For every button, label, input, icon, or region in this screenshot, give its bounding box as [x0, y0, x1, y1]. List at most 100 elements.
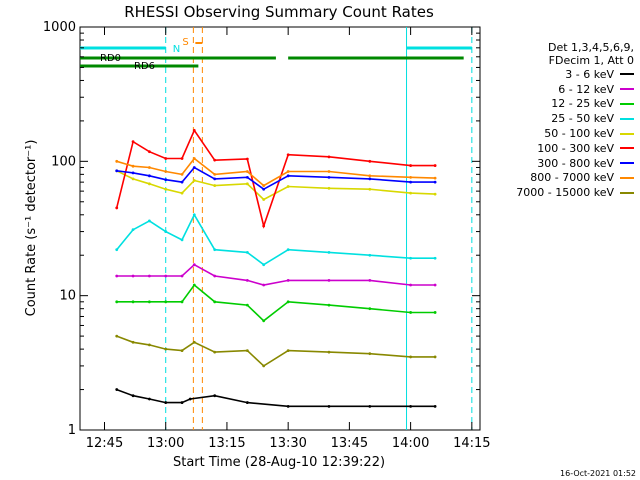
series-layer — [115, 128, 437, 408]
series-2-point — [147, 300, 151, 304]
series-0-point — [433, 404, 437, 408]
series-0-point — [245, 401, 249, 404]
series-0-point — [147, 397, 151, 401]
y-tick-label-2: 100 — [51, 154, 76, 169]
series-7-point — [192, 157, 196, 160]
series-6-point — [115, 169, 119, 173]
legend-label: 7000 - 15000 keV — [516, 186, 614, 200]
series-6-point — [180, 180, 184, 184]
legend-item: 300 - 800 keV — [478, 156, 634, 171]
x-tick-label-5: 14:00 — [392, 436, 429, 451]
legend-label: 25 - 50 keV — [551, 112, 614, 126]
series-2-point — [245, 303, 249, 307]
series-2-point — [192, 283, 196, 287]
series-4-point — [131, 177, 135, 181]
series-7-point — [245, 170, 249, 173]
legend-swatch — [620, 176, 634, 179]
series-6-point — [368, 177, 372, 181]
timestamp: 16-Oct-2021 01:52 — [560, 469, 636, 478]
series-6-line — [116, 166, 436, 191]
series-8-point — [115, 334, 119, 338]
series-7-point — [164, 170, 168, 173]
series-1-point — [164, 274, 168, 278]
series-8-point — [164, 347, 168, 351]
annotation-n-label: N — [173, 44, 180, 55]
series-3-point — [164, 230, 168, 233]
series-3-point — [192, 213, 196, 217]
series-7-point — [180, 172, 184, 176]
series-8-point — [213, 350, 217, 354]
series-2-point — [180, 300, 184, 304]
series-6-point — [327, 175, 331, 179]
series-0-point — [286, 404, 290, 408]
y-axis-label: Count Rate (s⁻¹ detector⁻¹) — [24, 140, 39, 317]
series-5-point — [433, 164, 437, 167]
series-7-point — [327, 170, 331, 173]
series-8-point — [147, 343, 151, 347]
series-8-point — [433, 355, 437, 359]
legend-label: 6 - 12 keV — [558, 82, 614, 96]
series-4-point — [368, 187, 372, 191]
series-1-point — [327, 278, 331, 282]
annotation-rd6-label: RD6 — [134, 61, 155, 72]
series-8-line — [116, 335, 436, 367]
series-0-line — [116, 388, 436, 408]
series-4-point — [433, 192, 437, 196]
series-2-point — [164, 300, 168, 304]
legend-label: 300 - 800 keV — [537, 156, 614, 170]
series-4-point — [286, 185, 290, 188]
series-2-point — [409, 311, 413, 314]
series-2-point — [327, 303, 331, 307]
series-5-point — [409, 164, 413, 167]
series-6-point — [245, 175, 249, 179]
series-2-line — [116, 283, 436, 322]
y-tick-label-0: 1 — [68, 423, 76, 438]
series-7-point — [409, 175, 413, 179]
legend-label: 100 - 300 keV — [537, 141, 614, 155]
series-7-point — [262, 184, 266, 187]
series-0-point — [368, 404, 372, 408]
series-6-point — [164, 178, 168, 182]
series-0-point — [180, 401, 184, 404]
chart-title: RHESSI Observing Summary Count Rates — [124, 3, 434, 21]
series-3-point — [327, 250, 331, 254]
series-2-point — [286, 300, 290, 304]
series-7-point — [213, 172, 217, 176]
series-5-point — [213, 158, 217, 162]
series-4-point — [147, 182, 151, 186]
series-5-point — [286, 153, 290, 157]
series-4-point — [245, 182, 249, 186]
legend: Det 1,3,4,5,6,9, FDecim 1, Att 0 3 - 6 k… — [478, 41, 634, 200]
series-6-point — [409, 180, 413, 184]
axis-layer: 12:45 13:00 13:15 13:30 13:45 14:00 14:15 1 10 10… — [43, 20, 491, 451]
legend-item: 12 - 25 keV — [478, 97, 634, 112]
series-5-point — [368, 159, 372, 163]
series-5-point — [115, 206, 119, 210]
legend-header-line-1: Det 1,3,4,5,6,9, — [547, 41, 634, 54]
series-1-point — [131, 274, 135, 278]
series-3-point — [213, 248, 217, 252]
legend-label: 50 - 100 keV — [544, 127, 614, 141]
y-tick-label-1: 10 — [59, 289, 76, 304]
series-5-point — [192, 128, 196, 132]
series-2-point — [131, 300, 135, 304]
series-0-point — [213, 394, 217, 398]
series-3-point — [115, 248, 119, 252]
series-2-point — [262, 319, 266, 323]
legend-item: 6 - 12 keV — [478, 82, 634, 97]
x-tick-label-0: 12:45 — [86, 436, 123, 451]
series-4-point — [409, 191, 413, 195]
series-7-point — [131, 164, 135, 168]
series-8-point — [180, 349, 184, 353]
series-1-point — [286, 278, 290, 282]
series-1-point — [409, 283, 413, 287]
series-0-point — [409, 404, 413, 408]
series-1-point — [368, 278, 372, 282]
plot-frame — [79, 26, 481, 431]
legend-swatch — [620, 147, 634, 150]
legend-item: 100 - 300 keV — [478, 141, 634, 156]
series-4-point — [164, 187, 168, 191]
series-5-point — [147, 150, 151, 154]
annotation-layer: NS RD0 RD6 — [80, 27, 473, 430]
